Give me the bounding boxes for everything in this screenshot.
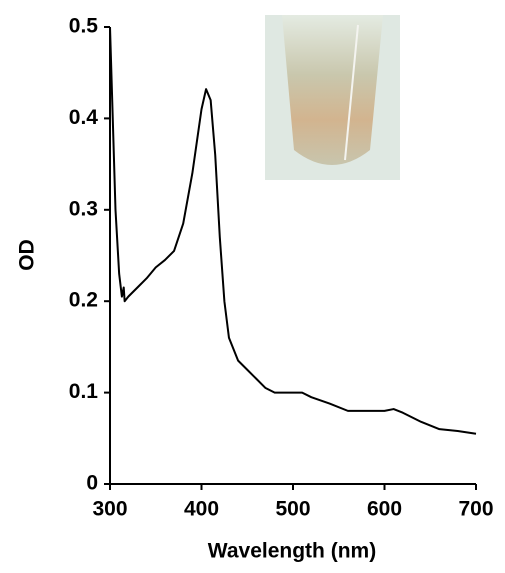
y-tick-label: 0.3 [69,197,98,220]
x-tick-label: 300 [92,498,127,521]
y-tick-label: 0 [86,472,98,495]
x-tick-label: 600 [367,498,402,521]
inset-photo [265,15,400,180]
y-tick-label: 0.4 [69,106,99,129]
y-tick-label: 0.2 [69,289,98,312]
x-axis-label: Wavelength (nm) [208,540,376,563]
x-tick-label: 500 [275,498,310,521]
x-tick-label: 400 [184,498,219,521]
y-axis-label: OD [16,239,39,271]
spectrum-line [109,26,477,435]
y-tick-label: 0.1 [69,380,99,403]
x-tick-label: 700 [458,498,493,521]
y-tick-label: 0.5 [69,15,99,38]
